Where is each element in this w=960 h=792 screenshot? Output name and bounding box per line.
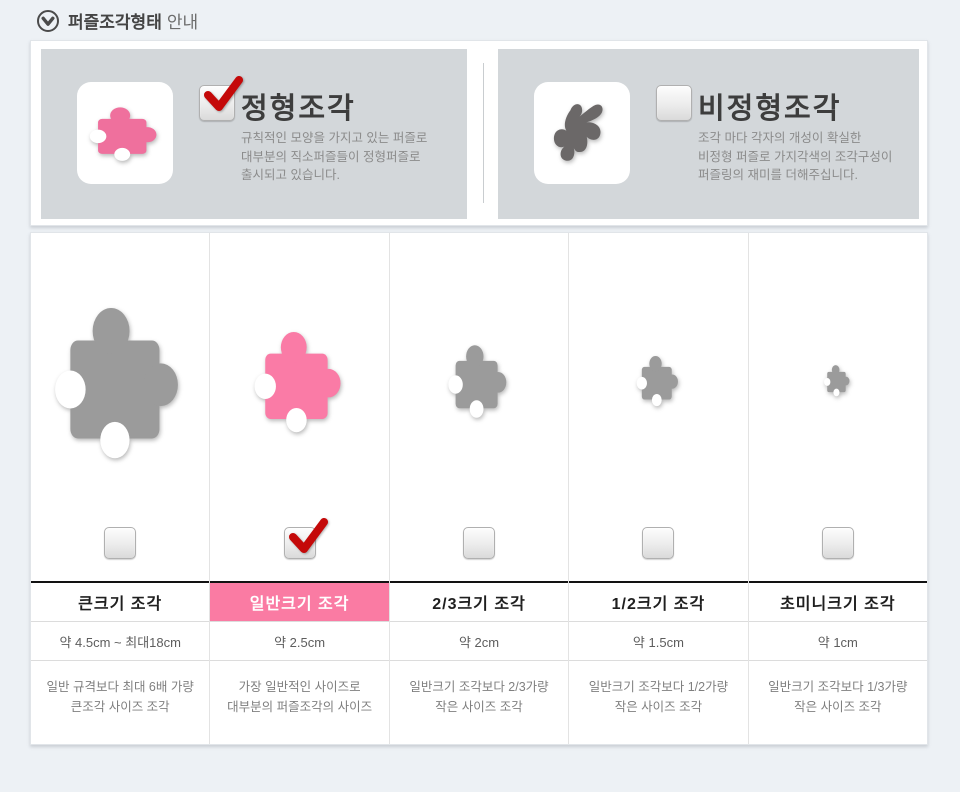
desc-line: 퍼즐링의 재미를 더해주십니다. [698, 168, 858, 182]
size-twothirds-dimension: 약 2cm [389, 621, 569, 660]
size-comparison-table: 큰크기 조각 약 4.5cm ~ 최대18cm 일반 규격보다 최대 6배 가량… [30, 232, 928, 745]
size-mini-dimension: 약 1cm [748, 621, 928, 660]
size-column-twothirds-art-cell [390, 233, 568, 581]
size-mini-description: 일반크기 조각보다 1/3가량 작은 사이즈 조각 [748, 660, 928, 744]
desc-line: 일반크기 조각보다 2/3가량 [409, 680, 549, 694]
desc-line: 비정형 퍼즐로 가지각색의 조각구성이 [698, 149, 893, 164]
regular-piece-checkbox[interactable] [199, 85, 235, 121]
size-twothirds-name[interactable]: 2/3크기 조각 [389, 581, 569, 621]
size-mini-checkbox[interactable] [821, 527, 854, 559]
size-column-large: 큰크기 조각 약 4.5cm ~ 최대18cm 일반 규격보다 최대 6배 가량… [31, 233, 211, 744]
size-half-checkbox[interactable] [642, 527, 675, 559]
size-large-name[interactable]: 큰크기 조각 [31, 581, 210, 621]
size-twothirds-checkbox[interactable] [463, 527, 496, 559]
irregular-piece-description: 조각 마다 각자의 개성이 확실한 비정형 퍼즐로 가지각색의 조각구성이 퍼즐… [698, 129, 892, 185]
size-normal-dimension: 약 2.5cm [210, 621, 389, 660]
desc-line: 작은 사이즈 조각 [794, 699, 882, 714]
normal-puzzle-piece-icon [251, 322, 349, 438]
red-check-icon [287, 516, 329, 558]
size-large-description: 일반 규격보다 최대 6배 가량 큰조각 사이즈 조각 [31, 660, 210, 744]
irregular-piece-title: 비정형조각 [698, 93, 842, 125]
desc-line: 일반크기 조각보다 1/3가량 [768, 680, 908, 694]
regular-piece-description: 규칙적인 모양을 가지고 있는 퍼즐로 대부분의 직소퍼즐들이 정형퍼즐로 출시… [241, 129, 427, 185]
desc-line: 작은 사이즈 조각 [614, 699, 703, 714]
page-title-bold: 퍼즐조각형태 [68, 13, 162, 32]
irregular-piece-box: 비정형조각 조각 마다 각자의 개성이 확실한 비정형 퍼즐로 가지각색의 조각… [498, 49, 919, 219]
size-column-half: 1/2크기 조각 약 1.5cm 일반크기 조각보다 1/2가량 작은 사이즈 … [569, 233, 749, 744]
desc-line: 일반크기 조각보다 1/2가량 [588, 680, 729, 694]
twothirds-puzzle-piece-icon [446, 338, 512, 422]
irregular-puzzle-piece-icon [548, 95, 616, 171]
size-normal-description: 가장 일반적인 사이즈로 대부분의 퍼즐조각의 사이즈 [210, 660, 389, 744]
page-title: 퍼즐조각형태 안내 [68, 8, 198, 33]
regular-piece-image-tile [77, 82, 173, 184]
size-column-large-art-cell [31, 233, 209, 581]
mini-puzzle-piece-icon [823, 362, 852, 398]
desc-line: 대부분의 직소퍼즐들이 정형퍼즐로 [241, 149, 421, 164]
piece-type-panel: 정형조각 규칙적인 모양을 가지고 있는 퍼즐로 대부분의 직소퍼즐들이 정형퍼… [30, 40, 928, 226]
page-title-rest: 안내 [166, 13, 199, 32]
desc-line: 출시되고 있습니다. [241, 168, 340, 182]
size-column-twothirds: 2/3크기 조각 약 2cm 일반크기 조각보다 2/3가량 작은 사이즈 조각 [389, 233, 570, 744]
size-normal-checkbox[interactable] [283, 527, 316, 559]
size-twothirds-description: 일반크기 조각보다 2/3가량 작은 사이즈 조각 [389, 660, 569, 744]
regular-piece-box: 정형조각 규칙적인 모양을 가지고 있는 퍼즐로 대부분의 직소퍼즐들이 정형퍼… [41, 49, 467, 219]
size-large-dimension: 약 4.5cm ~ 최대18cm [31, 621, 210, 660]
regular-puzzle-piece-icon [87, 102, 163, 164]
size-normal-name[interactable]: 일반크기 조각 [210, 581, 389, 621]
half-puzzle-piece-icon [635, 351, 682, 409]
size-mini-name[interactable]: 초미니크기 조각 [748, 581, 928, 621]
irregular-piece-checkbox[interactable] [656, 85, 692, 121]
section-header: 퍼즐조각형태 안내 [36, 8, 198, 33]
chevron-down-circle-icon[interactable] [36, 9, 60, 33]
size-half-dimension: 약 1.5cm [569, 621, 748, 660]
desc-line: 조각 마다 각자의 개성이 확실한 [698, 131, 862, 145]
size-column-mini: 초미니크기 조각 약 1cm 일반크기 조각보다 1/3가량 작은 사이즈 조각 [748, 233, 928, 744]
large-puzzle-piece-icon [50, 293, 190, 467]
size-half-description: 일반크기 조각보다 1/2가량 작은 사이즈 조각 [569, 660, 748, 744]
size-column-normal-art-cell [210, 233, 388, 581]
desc-line: 규칙적인 모양을 가지고 있는 퍼즐로 [241, 131, 428, 145]
size-column-half-art-cell [569, 233, 747, 581]
irregular-piece-image-tile [534, 82, 630, 184]
red-check-icon [202, 74, 244, 116]
desc-line: 가장 일반적인 사이즈로 [238, 680, 361, 694]
desc-line: 작은 사이즈 조각 [435, 699, 523, 714]
desc-line: 일반 규격보다 최대 6배 가량 [46, 680, 194, 694]
size-half-name[interactable]: 1/2크기 조각 [569, 581, 748, 621]
size-column-mini-art-cell [749, 233, 927, 581]
size-large-checkbox[interactable] [104, 527, 137, 559]
size-column-normal: 일반크기 조각 약 2.5cm 가장 일반적인 사이즈로 대부분의 퍼즐조각의 … [210, 233, 390, 744]
regular-piece-title: 정형조각 [241, 93, 356, 125]
desc-line: 대부분의 퍼즐조각의 사이즈 [227, 699, 373, 714]
desc-line: 큰조각 사이즈 조각 [70, 699, 170, 714]
vertical-divider [483, 63, 484, 203]
